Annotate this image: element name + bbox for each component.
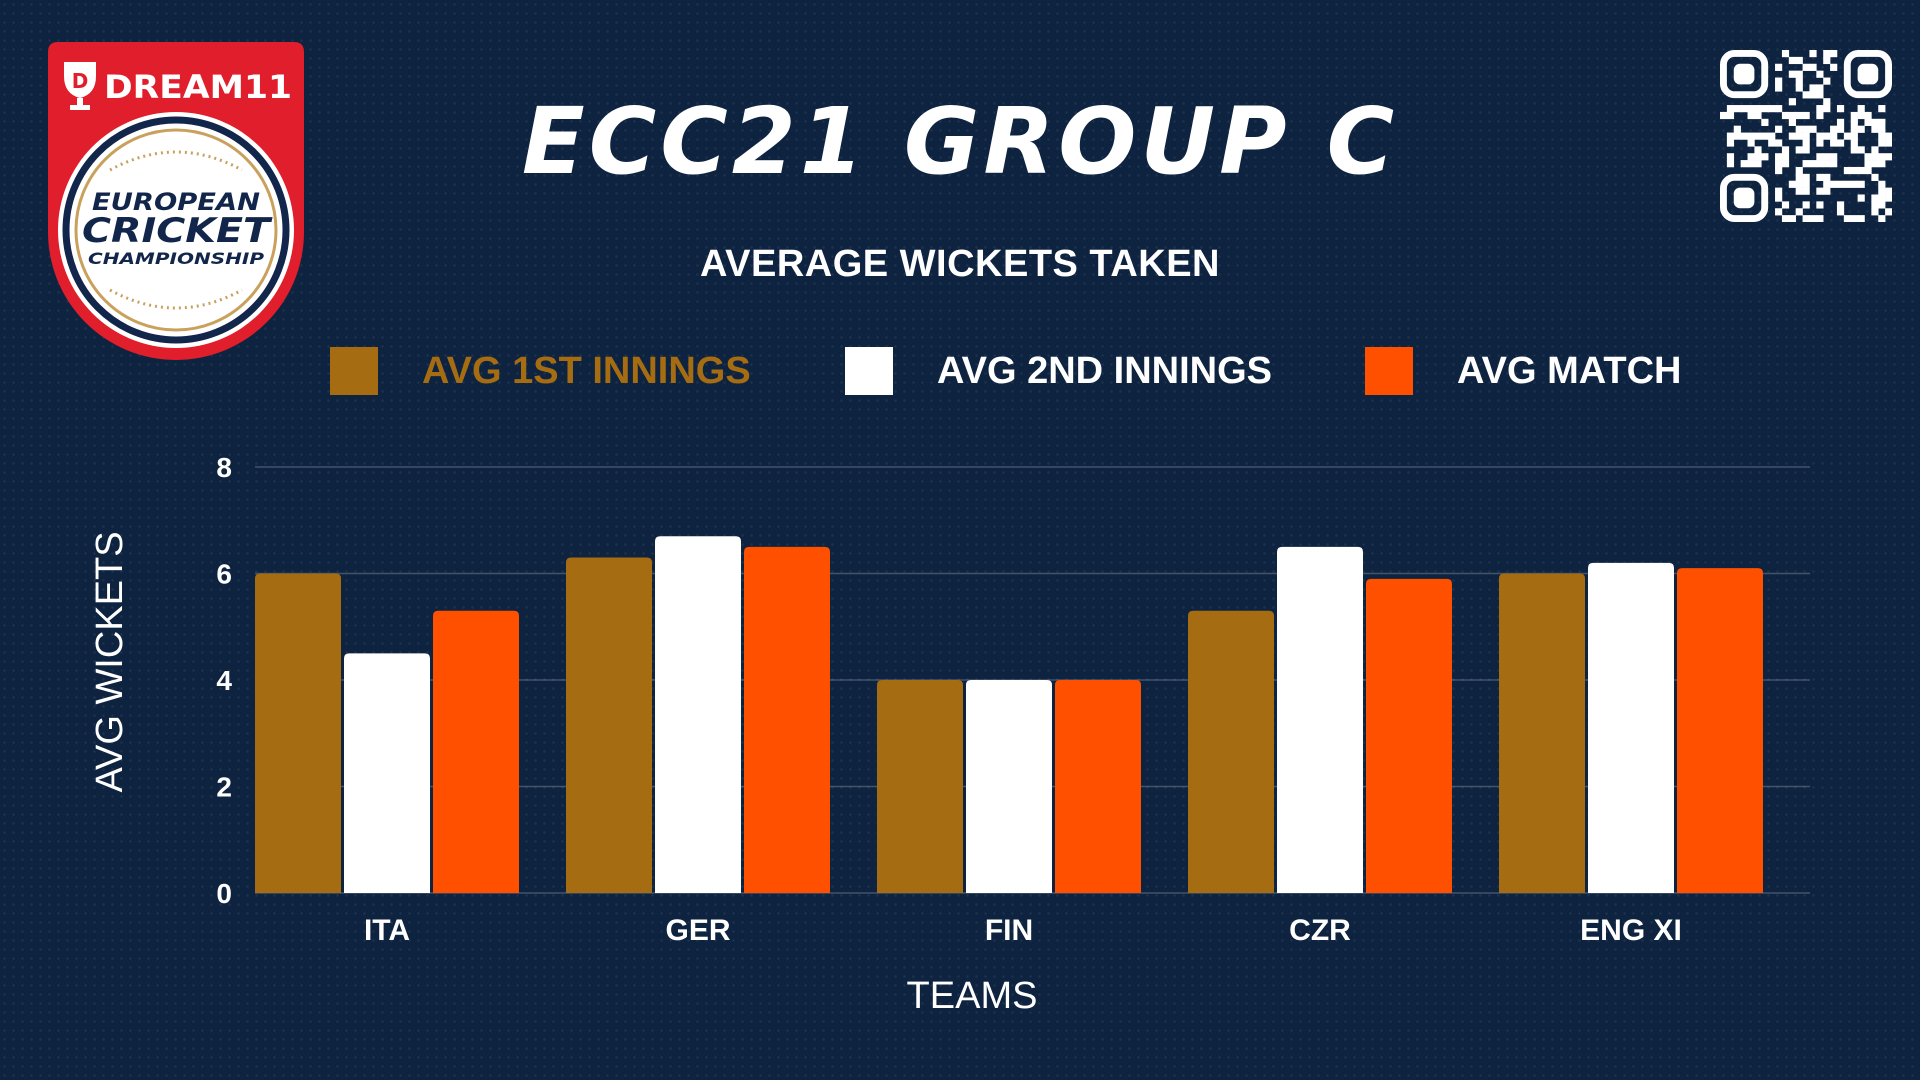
bar-czr-0 bbox=[1188, 610, 1274, 893]
bar-czr-2 bbox=[1366, 578, 1452, 893]
y-tick-label-1: 2 bbox=[216, 772, 232, 803]
y-tick-label-0: 0 bbox=[216, 878, 232, 909]
chart-subtitle: AVERAGE WICKETS TAKEN bbox=[700, 243, 1220, 285]
x-tick-label-4: ENG XI bbox=[1580, 914, 1682, 947]
legend-item-1st-innings: AVG 1ST INNINGS bbox=[330, 345, 751, 397]
bar-czr-1 bbox=[1277, 546, 1363, 893]
y-axis-ticks: 0 2 4 6 8 bbox=[216, 452, 232, 909]
dream11-ecc-logo: D DREAM11 EUROPEAN CRICKET CHAMPIONSHIP bbox=[48, 42, 304, 360]
legend-swatch-2nd-innings bbox=[845, 347, 893, 395]
dream11-mark-icon: D bbox=[64, 62, 96, 110]
bar-ger-2 bbox=[744, 546, 830, 893]
legend-label-match: AVG MATCH bbox=[1457, 349, 1682, 392]
x-tick-label-2: FIN bbox=[985, 914, 1033, 947]
legend-item-match: AVG MATCH bbox=[1365, 345, 1681, 397]
chart-legend: AVG 1ST INNINGS AVG 2ND INNINGS AVG MATC… bbox=[0, 345, 1920, 397]
legend-swatch-match bbox=[1365, 347, 1413, 395]
y-tick-label-2: 4 bbox=[216, 665, 232, 696]
bar-eng-xi-0 bbox=[1499, 573, 1585, 893]
legend-label-1st-innings: AVG 1ST INNINGS bbox=[422, 349, 751, 392]
x-tick-label-1: GER bbox=[665, 914, 730, 947]
y-tick-label-3: 6 bbox=[216, 559, 232, 590]
logo-text-european: EUROPEAN bbox=[92, 188, 260, 216]
legend-label-2nd-innings: AVG 2ND INNINGS bbox=[937, 349, 1273, 392]
bar-eng-xi-2 bbox=[1677, 568, 1763, 893]
legend-swatch-1st-innings bbox=[330, 347, 378, 395]
bar-eng-xi-1 bbox=[1588, 562, 1674, 893]
chart-bars bbox=[255, 536, 1763, 893]
y-axis-title: AVG WICKETS bbox=[89, 531, 131, 792]
x-tick-label-0: ITA bbox=[364, 914, 410, 947]
page-title: ECC21 GROUP C bbox=[521, 88, 1399, 195]
bar-ger-0 bbox=[566, 557, 652, 893]
x-axis-title: TEAMS bbox=[907, 975, 1038, 1017]
bar-ita-2 bbox=[433, 610, 519, 893]
logo-text-cricket: CRICKET bbox=[82, 211, 273, 251]
logo-brand-text: DREAM11 bbox=[104, 68, 292, 106]
bar-fin-1 bbox=[966, 680, 1052, 893]
logo-text-championship: CHAMPIONSHIP bbox=[88, 249, 264, 268]
bar-ita-1 bbox=[344, 653, 430, 893]
svg-text:D: D bbox=[72, 69, 89, 93]
bar-ger-1 bbox=[655, 536, 741, 893]
qr-code-icon bbox=[1720, 50, 1892, 222]
logo-ball bbox=[58, 112, 294, 348]
legend-item-2nd-innings: AVG 2ND INNINGS bbox=[845, 345, 1272, 397]
x-axis-ticks: ITA GER FIN CZR ENG XI bbox=[364, 914, 1682, 947]
bar-fin-0 bbox=[877, 680, 963, 893]
bar-ita-0 bbox=[255, 573, 341, 893]
x-tick-label-3: CZR bbox=[1289, 914, 1351, 947]
bar-fin-2 bbox=[1055, 680, 1141, 893]
y-tick-label-4: 8 bbox=[216, 452, 232, 483]
